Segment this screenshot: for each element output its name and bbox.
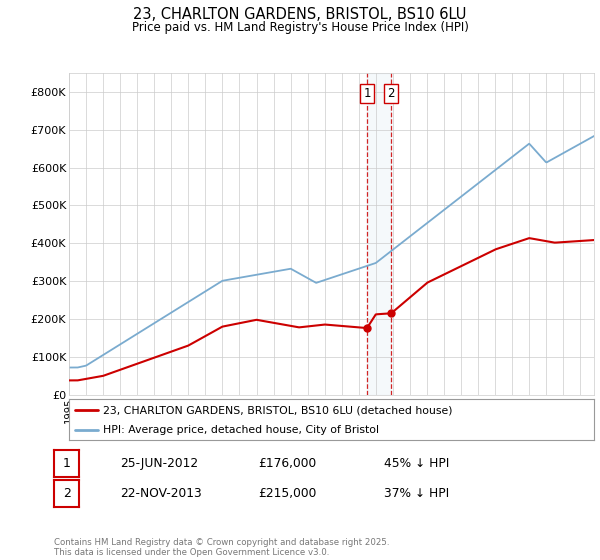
Text: 1: 1 <box>363 87 371 100</box>
Text: HPI: Average price, detached house, City of Bristol: HPI: Average price, detached house, City… <box>103 424 379 435</box>
Text: 22-NOV-2013: 22-NOV-2013 <box>120 487 202 501</box>
Text: 25-JUN-2012: 25-JUN-2012 <box>120 456 198 470</box>
Text: £215,000: £215,000 <box>258 487 316 501</box>
Text: 23, CHARLTON GARDENS, BRISTOL, BS10 6LU (detached house): 23, CHARLTON GARDENS, BRISTOL, BS10 6LU … <box>103 405 452 415</box>
Text: 37% ↓ HPI: 37% ↓ HPI <box>384 487 449 501</box>
Bar <box>367 73 391 395</box>
Text: 45% ↓ HPI: 45% ↓ HPI <box>384 456 449 470</box>
Text: Contains HM Land Registry data © Crown copyright and database right 2025.
This d: Contains HM Land Registry data © Crown c… <box>54 538 389 557</box>
Text: 23, CHARLTON GARDENS, BRISTOL, BS10 6LU: 23, CHARLTON GARDENS, BRISTOL, BS10 6LU <box>133 7 467 22</box>
Text: 2: 2 <box>388 87 395 100</box>
Text: £176,000: £176,000 <box>258 456 316 470</box>
Text: 2: 2 <box>62 487 71 501</box>
Text: Price paid vs. HM Land Registry's House Price Index (HPI): Price paid vs. HM Land Registry's House … <box>131 21 469 34</box>
Text: 1: 1 <box>62 456 71 470</box>
